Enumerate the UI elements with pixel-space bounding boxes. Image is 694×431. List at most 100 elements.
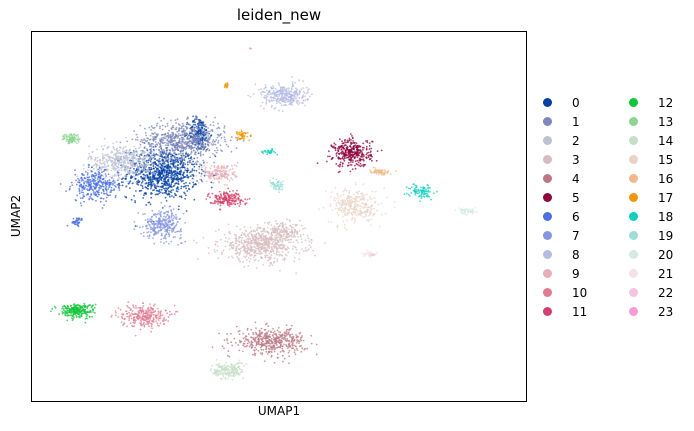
- point: [103, 137, 106, 140]
- point: [231, 167, 234, 170]
- point: [267, 91, 270, 94]
- point: [102, 175, 105, 177]
- point: [154, 213, 156, 215]
- point: [192, 143, 194, 146]
- point: [349, 145, 351, 148]
- point: [165, 215, 168, 218]
- point: [342, 142, 345, 144]
- point: [247, 94, 250, 97]
- point: [279, 351, 282, 353]
- point: [248, 252, 250, 254]
- point: [152, 189, 154, 192]
- point: [175, 187, 178, 190]
- point: [175, 122, 177, 124]
- point: [166, 225, 168, 228]
- point: [192, 146, 195, 149]
- point: [142, 235, 145, 238]
- point: [144, 219, 147, 222]
- point: [159, 139, 161, 142]
- point: [152, 237, 154, 240]
- point: [278, 97, 280, 100]
- point: [217, 228, 220, 231]
- point: [265, 347, 268, 350]
- point: [166, 142, 168, 145]
- point: [86, 188, 88, 191]
- point: [154, 144, 157, 146]
- point: [151, 223, 154, 226]
- point: [85, 184, 87, 187]
- point: [172, 208, 175, 211]
- point: [179, 162, 182, 165]
- point: [240, 239, 243, 242]
- point: [207, 127, 209, 129]
- point: [255, 342, 258, 344]
- point: [99, 200, 102, 203]
- point: [204, 123, 207, 126]
- point: [114, 152, 117, 155]
- point: [186, 169, 189, 172]
- point: [152, 140, 155, 142]
- point: [235, 234, 238, 236]
- point: [282, 349, 284, 352]
- point: [220, 238, 222, 241]
- point: [107, 159, 110, 162]
- point: [157, 230, 160, 233]
- point: [159, 191, 162, 194]
- point: [186, 161, 189, 164]
- point: [174, 231, 177, 234]
- point: [191, 133, 194, 135]
- point: [88, 197, 91, 200]
- point: [165, 187, 168, 190]
- point: [148, 152, 151, 155]
- point: [293, 351, 296, 353]
- point: [129, 159, 131, 162]
- point: [269, 342, 272, 345]
- point: [150, 228, 153, 230]
- point: [229, 139, 232, 142]
- point: [111, 157, 114, 159]
- point: [133, 228, 136, 231]
- point: [338, 147, 341, 150]
- point: [195, 115, 198, 117]
- point: [178, 153, 181, 155]
- point: [173, 216, 176, 218]
- point: [191, 128, 194, 131]
- point: [186, 126, 189, 129]
- point: [95, 183, 98, 186]
- point: [134, 200, 136, 202]
- point: [296, 236, 299, 238]
- point: [184, 163, 187, 166]
- point: [283, 343, 285, 346]
- point: [308, 244, 311, 247]
- point: [336, 152, 338, 154]
- point: [117, 174, 120, 177]
- point: [361, 146, 364, 149]
- point: [105, 158, 108, 161]
- point: [292, 235, 295, 238]
- point: [263, 243, 266, 246]
- point: [159, 125, 161, 128]
- point: [68, 187, 71, 190]
- point: [120, 169, 123, 172]
- point: [273, 252, 276, 255]
- point: [183, 157, 186, 159]
- point: [233, 174, 236, 177]
- point: [133, 175, 136, 178]
- point: [138, 154, 141, 156]
- point: [254, 321, 257, 324]
- point: [160, 164, 163, 167]
- point: [134, 225, 137, 228]
- point: [351, 168, 354, 171]
- point: [170, 156, 173, 159]
- point: [141, 187, 144, 190]
- point: [288, 349, 291, 352]
- point: [255, 348, 258, 351]
- point: [263, 360, 266, 362]
- point: [170, 215, 173, 218]
- point: [86, 179, 89, 181]
- point: [347, 156, 350, 159]
- point: [380, 149, 383, 152]
- point: [340, 153, 343, 155]
- point: [146, 218, 149, 221]
- point: [305, 250, 307, 252]
